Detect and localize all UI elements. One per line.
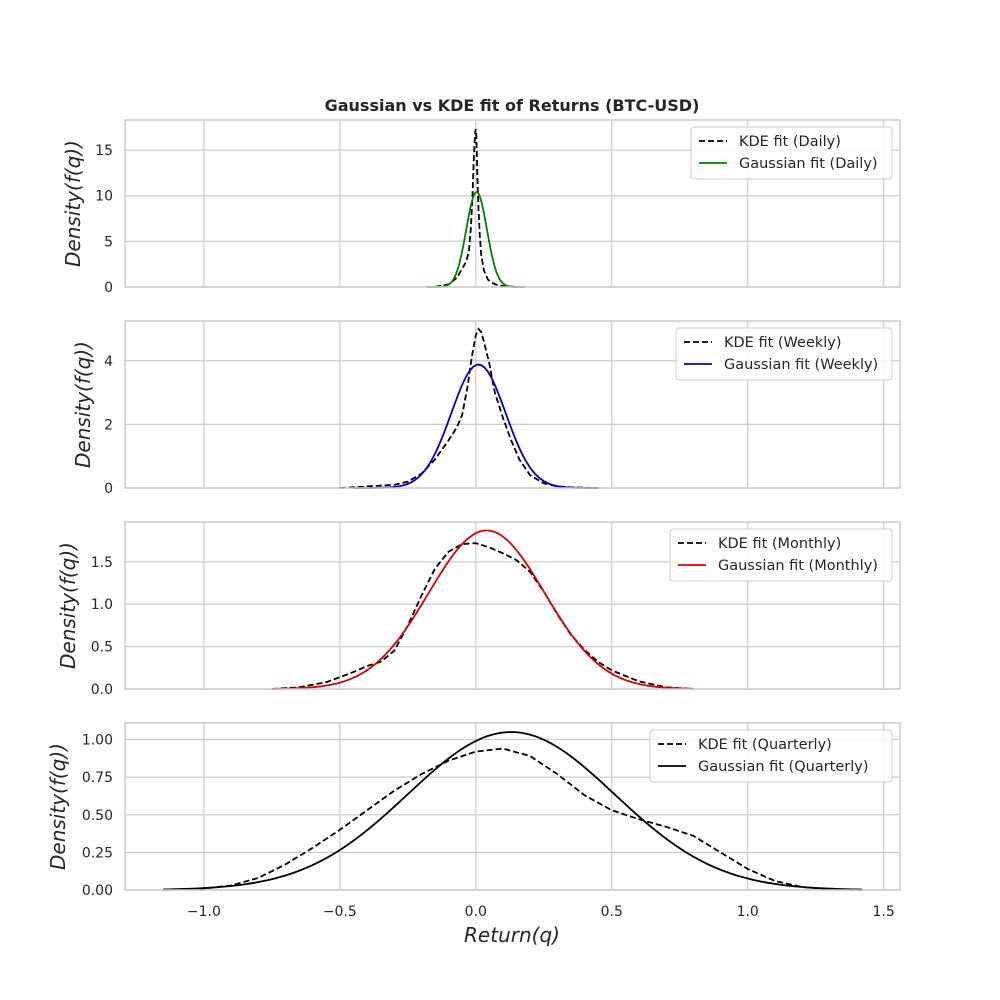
legend-4: KDE fit (Quarterly) Gaussian fit (Quarter… [649, 729, 893, 783]
axes-frame-1 [124, 119, 901, 288]
x-tick-label-4: 1.0 [737, 904, 759, 920]
legend-label-4-2: Gaussian fit (Quarterly) [698, 759, 869, 775]
axes-frame-4 [124, 722, 901, 891]
legend-2: KDE fit (Weekly) Gaussian fit (Weekly) [675, 327, 893, 381]
y-tick-label-4: 1.00 [82, 733, 113, 749]
legend-label-4-1: KDE fit (Quarterly) [698, 737, 832, 753]
y-tick-label-3: 1.5 [91, 555, 113, 571]
x-tick-label-5: 1.5 [873, 904, 895, 920]
y-tick-label-0: 0 [104, 481, 113, 497]
x-tick-label-3: 0.5 [601, 904, 623, 920]
y-tick-label-3: 0.75 [82, 770, 113, 786]
legend-label-3-2: Gaussian fit (Monthly) [718, 558, 878, 574]
gaussian-line-4 [163, 731, 862, 891]
legend-box-4 [649, 729, 893, 783]
legend-label-3-1: KDE fit (Monthly) [718, 536, 841, 552]
y-axis-label-2: Density(f(q)) [71, 341, 95, 468]
y-tick-label-2: 0.50 [82, 808, 113, 824]
panel-4: 0.00 0.25 0.50 0.75 1.00 Density(f(q)) KDE fit… [46, 722, 901, 920]
y-tick-label-1: 0.5 [91, 640, 113, 656]
y-tick-label-1: 2 [104, 417, 113, 433]
x-tick-label-2: 0.0 [465, 904, 487, 920]
panel-2: 0 2 4 Density(f(q)) KDE fit (Weekly) Gaussian… [71, 320, 901, 497]
gaussian-line-3 [271, 529, 694, 690]
legend-label-1-2: Gaussian fit (Daily) [739, 156, 878, 172]
legend-box-3 [669, 528, 893, 582]
kde-line-3 [271, 542, 694, 690]
y-tick-label-3: 15 [95, 143, 113, 159]
kde-line-1 [434, 128, 517, 288]
y-tick-label-2: 1.0 [91, 597, 113, 613]
legend-1: KDE fit (Daily) Gaussian fit (Daily) [690, 126, 893, 180]
y-tick-label-1: 5 [104, 234, 113, 250]
gaussian-line-2 [353, 363, 599, 489]
axes-frame-3 [124, 521, 901, 690]
panel-3: 0.0 0.5 1.0 1.5 Density(f(q)) KDE fit (Monthl… [56, 521, 901, 698]
chart-title: Gaussian vs KDE fit of Returns (BTC-USD) [325, 96, 700, 115]
y-tick-label-2: 4 [104, 354, 113, 370]
y-tick-label-1: 0.25 [82, 845, 113, 861]
legend-label-1-1: KDE fit (Daily) [739, 134, 841, 150]
legend-box-2 [675, 327, 893, 381]
y-axis-label-1: Density(f(q)) [61, 140, 85, 267]
x-tick-label-1: −0.5 [323, 904, 357, 920]
legend-label-2-1: KDE fit (Weekly) [724, 335, 842, 351]
axes-frame-2 [124, 320, 901, 489]
panels: 0 5 10 15 Density(f(q)) KDE fit (Daily) Gaussi… [46, 119, 901, 920]
panel-1: 0 5 10 15 Density(f(q)) KDE fit (Daily) Gaussi… [61, 119, 901, 296]
kde-line-2 [339, 327, 599, 489]
legend-box-1 [690, 126, 893, 180]
y-axis-label-3: Density(f(q)) [56, 542, 80, 669]
y-tick-label-2: 10 [95, 189, 113, 205]
y-axis-label-4: Density(f(q)) [46, 743, 70, 870]
y-tick-label-0: 0.0 [91, 682, 113, 698]
legend-3: KDE fit (Monthly) Gaussian fit (Monthly) [669, 528, 893, 582]
legend-label-2-2: Gaussian fit (Weekly) [724, 357, 878, 373]
x-axis-label: Return(q) [464, 923, 560, 947]
x-tick-label-0: −1.0 [187, 904, 221, 920]
y-tick-label-0: 0.00 [82, 883, 113, 899]
kde-line-4 [163, 747, 862, 891]
y-tick-label-0: 0 [104, 280, 113, 296]
